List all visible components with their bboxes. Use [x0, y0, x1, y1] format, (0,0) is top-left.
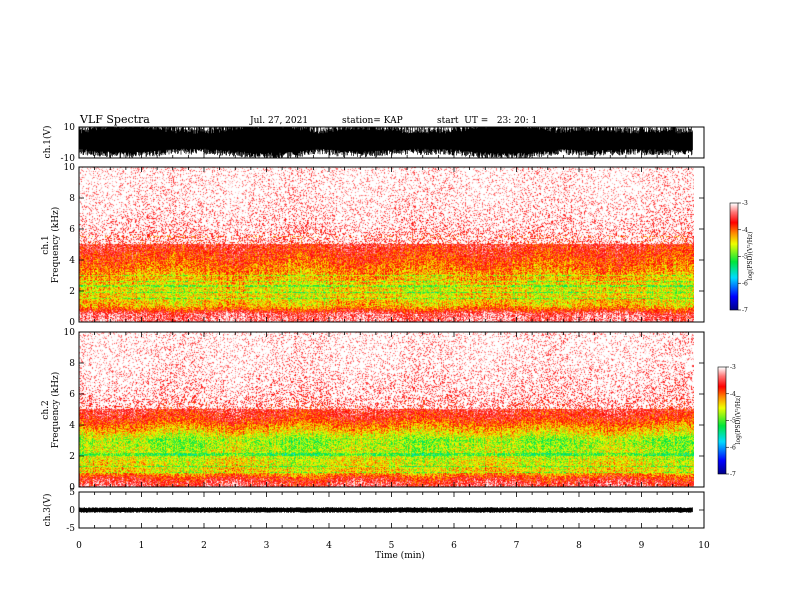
colorbar-tick-label: -6 — [730, 444, 736, 451]
y-tick-label: 10 — [64, 163, 76, 173]
y-tick-label: 10 — [64, 328, 76, 338]
ch1-colorbar: -3 -4 -5 -6 -7 log(PSD)(V²/Hz) — [729, 200, 754, 314]
x-tick-label: 6 — [451, 541, 457, 551]
y-tick-label: 5 — [69, 488, 75, 498]
y-tick-label: 6 — [69, 225, 75, 235]
ch1-spectrogram-image — [79, 167, 694, 322]
x-tick-label: 4 — [326, 541, 332, 551]
colorbar-tick-label: -6 — [742, 280, 748, 287]
ch1-waveform-ylabel: ch.1(V) — [42, 126, 53, 159]
colorbar-tick-label: -3 — [742, 200, 748, 207]
x-tick-label: 2 — [201, 541, 207, 551]
ch1-channel-label: ch.1 — [41, 235, 51, 254]
colorbar-tick-label: -4 — [730, 391, 736, 398]
y-tick-label: 0 — [69, 318, 75, 328]
ch2-colorbar-label: log(PSD)(V²/Hz) — [735, 396, 742, 445]
ch2-colorbar: -3 -4 -5 -6 -7 log(PSD)(V²/Hz) — [717, 364, 742, 478]
x-tick-label: 7 — [514, 541, 520, 551]
ch2-spectrogram-panel: 0 2 4 6 8 10 ch.2 Frequency (kHz) -3 -4 -5 -6 -7 … — [41, 328, 742, 493]
date-label: Jul. 27, 2021 — [249, 116, 308, 126]
station-label: station= KAP — [342, 116, 403, 126]
y-tick-label: 4 — [69, 421, 75, 431]
colorbar-tick-label: -7 — [730, 471, 736, 478]
y-tick-label: 0 — [69, 506, 75, 516]
colorbar-tick-label: -5 — [730, 418, 736, 425]
ch2-frequency-ylabel: Frequency (kHz) — [50, 372, 61, 449]
ch2-colorbar-ticks: -3 -4 -5 -6 -7 — [726, 364, 736, 478]
x-tick-label: 1 — [139, 541, 145, 551]
ch3-waveform-ylabel: ch.3(V) — [42, 494, 53, 527]
y-tick-label: 8 — [69, 194, 75, 204]
ch3-waveform-trace — [78, 507, 693, 513]
ch1-colorbar-label: log(PSD)(V²/Hz) — [747, 232, 754, 281]
ch1-frequency-ylabel: Frequency (kHz) — [50, 207, 61, 284]
ch2-colorbar-image — [718, 367, 726, 474]
y-tick-label: 2 — [69, 452, 75, 462]
y-tick-label: -5 — [66, 524, 75, 534]
x-tick-label: 8 — [576, 541, 582, 551]
ch1-waveform-trace — [78, 127, 693, 158]
ch2-spectrogram-image — [79, 332, 694, 487]
y-tick-label: 2 — [69, 287, 75, 297]
x-tick-label: 3 — [264, 541, 270, 551]
waveform-path — [78, 127, 693, 158]
ch1-spectrogram-panel: 0 2 4 6 8 10 ch.1 Frequency (kHz) -3 -4 -5 -6 -7 … — [41, 163, 754, 328]
figure-title: VLF Spectra — [79, 113, 150, 126]
ch1-colorbar-image — [730, 203, 738, 310]
start-time-label: start UT = 23: 20: 1 — [437, 116, 537, 126]
colorbar-tick-label: -3 — [730, 364, 736, 371]
waveform-path — [78, 507, 693, 513]
ch1-colorbar-ticks: -3 -4 -5 -6 -7 — [738, 200, 748, 314]
y-tick-label: 6 — [69, 390, 75, 400]
y-tick-label: 4 — [69, 256, 75, 266]
y-tick-label: -10 — [61, 154, 76, 164]
y-tick-label: 0 — [69, 483, 75, 493]
y-tick-label: 10 — [64, 123, 76, 133]
x-tick-label: 10 — [698, 541, 710, 551]
colorbar-tick-label: -4 — [742, 227, 748, 234]
x-tick-label: 9 — [639, 541, 645, 551]
time-axis: 0 1 2 3 4 5 6 7 8 9 10 — [76, 127, 710, 551]
x-tick-label: 5 — [389, 541, 395, 551]
time-axis-label: Time (min) — [375, 550, 425, 561]
ch2-channel-label: ch.2 — [41, 400, 51, 419]
y-tick-label: 8 — [69, 359, 75, 369]
colorbar-tick-label: -7 — [742, 307, 748, 314]
x-tick-label: 0 — [76, 541, 82, 551]
colorbar-tick-label: -5 — [742, 254, 748, 261]
